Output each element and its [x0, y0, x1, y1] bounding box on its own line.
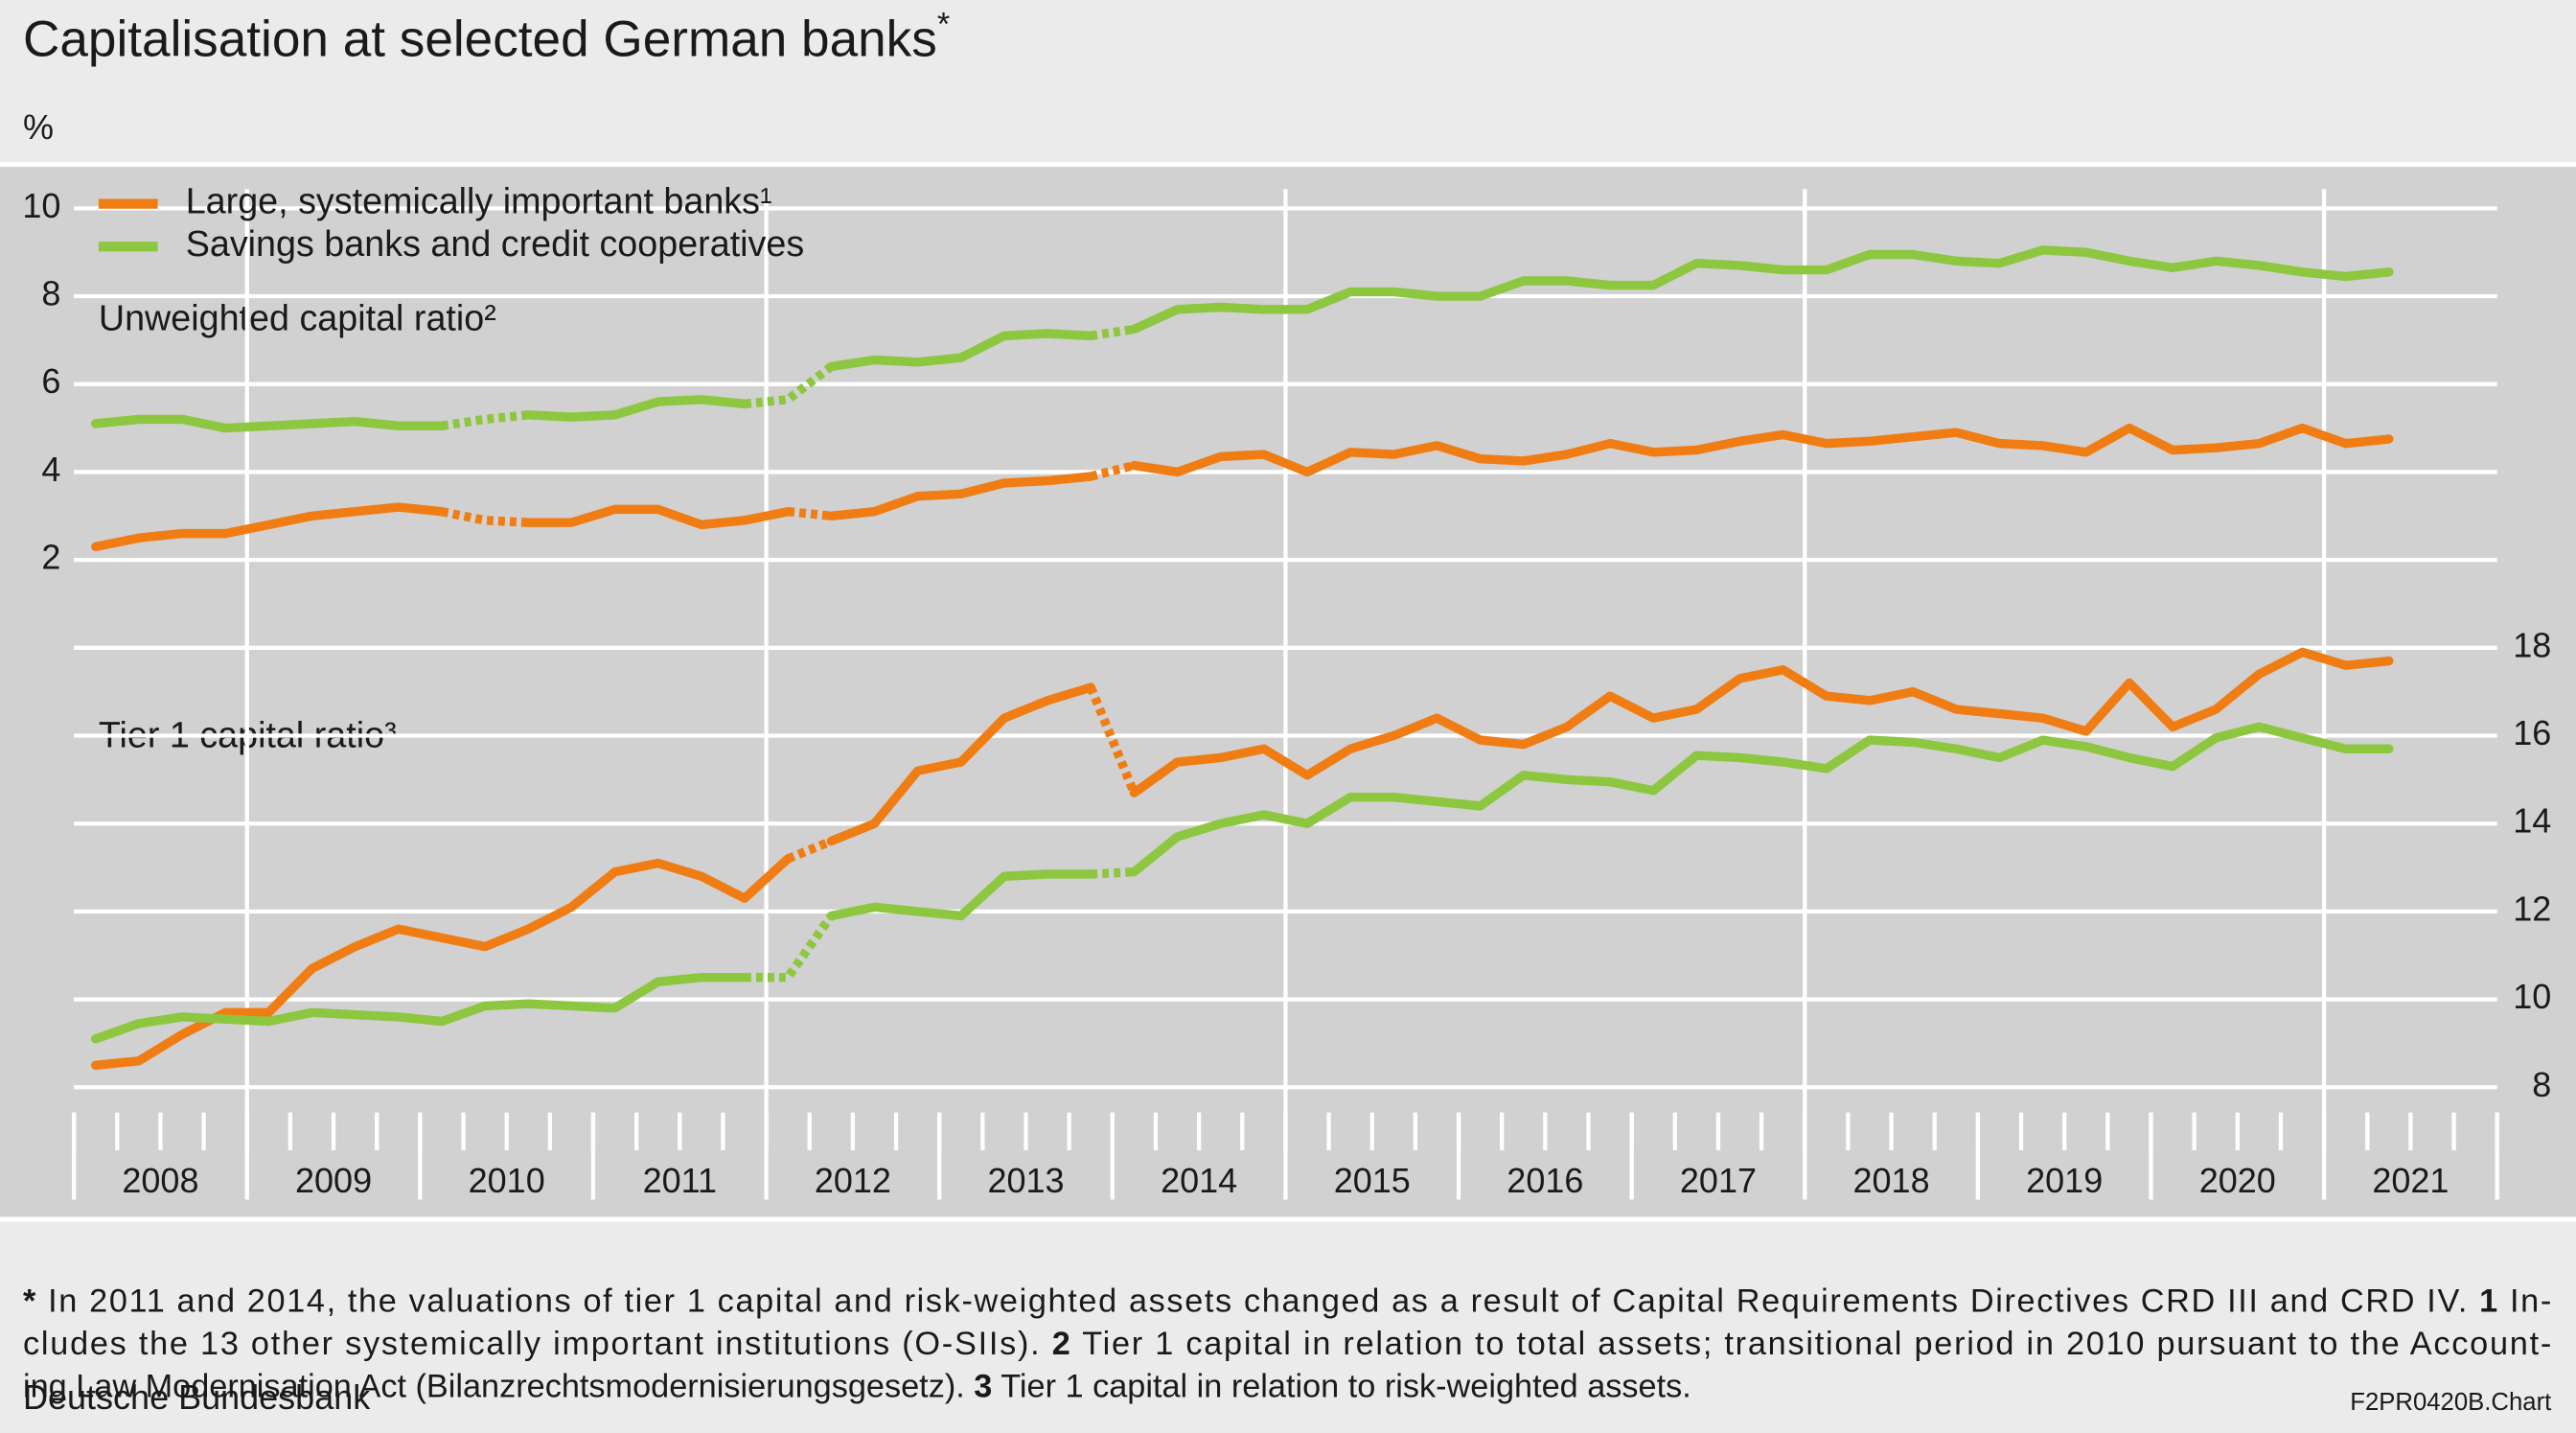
y-tick-label: 10: [22, 186, 60, 225]
line-dashed: [744, 362, 835, 409]
x-tick-label: 2008: [122, 1161, 198, 1200]
line: [826, 472, 1095, 520]
footnote-text: *: [23, 1283, 36, 1320]
x-tick-label: 2011: [643, 1161, 717, 1200]
line: [826, 682, 1095, 846]
footnote-line: * In 2011 and 2014, the valuations of ti…: [23, 1283, 2551, 1320]
y2-tick-label: 14: [2513, 801, 2551, 841]
chart-title: Capitalisation at selected German banks*: [23, 7, 950, 68]
footnote-text: 2: [1052, 1326, 1070, 1362]
footnote-line: cludes the 13 other systemically importa…: [23, 1326, 2551, 1362]
footnote-text: Tier 1 capital in relation to risk-weigh…: [992, 1369, 1690, 1405]
line: [91, 502, 447, 552]
title-text: Capitalisation at selected German banks: [23, 12, 937, 68]
x-tick-label: 2018: [1853, 1161, 1930, 1200]
title-marker: *: [937, 7, 950, 43]
line: [1129, 423, 2394, 477]
footnote-text: 3: [974, 1369, 992, 1405]
y2-tick-label: 18: [2513, 625, 2551, 664]
x-tick-label: 2021: [2372, 1161, 2449, 1200]
line: [91, 414, 447, 433]
line-dashed: [1086, 685, 1138, 795]
chart-code: F2PR0420B.Chart: [2350, 1389, 2551, 1416]
x-tick-label: 2017: [1680, 1161, 1757, 1200]
x-tick-label: 2010: [469, 1161, 545, 1200]
x-tick-label: 2012: [815, 1161, 891, 1200]
line-dashed: [787, 507, 832, 520]
line: [826, 329, 1095, 372]
legend-label: Savings banks and credit cooperatives: [186, 223, 805, 264]
line: [1129, 722, 2394, 877]
x-tick-label: 2016: [1506, 1161, 1583, 1200]
y-unit: %: [23, 107, 54, 147]
line-dashed: [1090, 324, 1136, 340]
y-tick-label: 4: [41, 450, 60, 489]
footnote-text: In-: [2499, 1283, 2551, 1320]
y-tick-label: 2: [41, 538, 60, 577]
source: Deutsche Bundesbank: [23, 1377, 371, 1417]
y-tick-label: 8: [41, 274, 60, 313]
x-tick-label: 2014: [1161, 1161, 1237, 1200]
y2-tick-label: 16: [2513, 713, 2551, 752]
line-dashed: [441, 410, 529, 430]
footnote-text: In 2011 and 2014, the valuations of tier…: [37, 1283, 2478, 1320]
x-tick-label: 2019: [2026, 1161, 2103, 1200]
line-dashed: [745, 913, 836, 982]
line: [523, 504, 793, 530]
footnote-line: ing Law Modernisation Act (Bilanzrechtsm…: [23, 1369, 1691, 1405]
x-tick-label: 2009: [295, 1161, 372, 1200]
x-tick-label: 2015: [1334, 1161, 1411, 1200]
line: [91, 972, 749, 1044]
footnote-text: cludes the 13 other systemically importa…: [23, 1326, 1050, 1362]
footnote-text: ing Law Modernisation Act (Bilanzrechtsm…: [23, 1369, 974, 1405]
x-tick-label: 2013: [987, 1161, 1064, 1200]
line: [826, 869, 1095, 921]
line: [1129, 245, 2394, 335]
footnote-text: Tier 1 capital in relation to total asse…: [1072, 1326, 2552, 1362]
y2-tick-label: 8: [2532, 1065, 2551, 1104]
line: [1129, 647, 2394, 797]
x-tick-label: 2020: [2199, 1161, 2276, 1200]
annotation: Unweighted capital ratio²: [99, 297, 496, 337]
plot-panel: [0, 164, 2576, 1220]
footnote-text: 1: [2479, 1283, 2497, 1320]
y2-tick-label: 12: [2513, 889, 2551, 928]
line: [523, 395, 749, 422]
line-dashed: [1090, 460, 1136, 481]
y-tick-label: 6: [41, 361, 60, 401]
line-dashed: [786, 837, 834, 864]
y2-tick-label: 10: [2513, 977, 2551, 1016]
line-dashed: [440, 507, 529, 527]
legend-label: Large, systemically important banks¹: [186, 181, 772, 221]
line-dashed: [1090, 867, 1135, 879]
